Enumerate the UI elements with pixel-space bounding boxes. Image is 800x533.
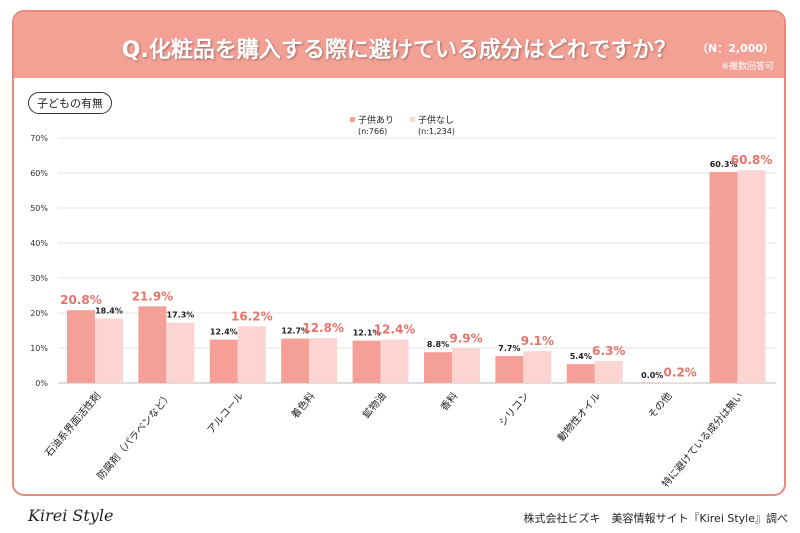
data-label: 12.1% [353,329,381,338]
legend-swatch [350,117,355,122]
data-label: 20.8% [60,293,102,307]
legend-swatch [410,117,415,122]
bar-without-children [380,339,409,383]
bar-with-children [209,339,238,383]
bar-with-children [352,340,381,383]
bar-with-children [424,352,452,383]
data-label: 9.9% [449,331,482,345]
bar-with-children [138,306,167,383]
multiple-answer-note: ※複数回答可 [721,62,774,72]
bar-without-children [95,318,123,383]
x-tick-label: 防腐剤（パラベンなど） [94,390,175,483]
data-label: 6.3% [592,344,625,358]
y-tick-label: 30% [30,274,48,283]
y-tick-label: 10% [30,344,48,353]
data-label: 12.4% [210,328,238,337]
data-label: 9.1% [521,334,554,348]
bar-without-children [523,351,552,383]
bar-without-children [666,382,695,383]
x-tick-label: その他 [645,390,674,421]
chart-title: Q.化粧品を購入する際に避けている成分はどれですか？ [121,38,677,63]
bar-with-children [709,171,738,383]
bar-with-children [67,310,95,383]
x-tick-label: 特に避けている成分は無い [659,390,746,490]
bar-without-children [309,338,338,383]
data-label: 12.8% [302,321,344,335]
bar-without-children [737,170,766,383]
y-tick-label: 20% [30,309,48,318]
bar-without-children [452,348,480,383]
bar-without-children [237,326,266,383]
bar-without-children [166,322,195,383]
y-tick-label: 0% [35,379,48,388]
data-label: 7.7% [498,344,520,353]
x-tick-label: 香料 [437,390,460,414]
bar-with-children [281,338,310,383]
sample-size: （N：2,000） [697,42,774,55]
data-label: 17.3% [167,310,195,319]
legend-sub: (n:766) [358,127,387,136]
y-tick-label: 60% [30,169,48,178]
bar-with-children [638,383,667,384]
y-tick-label: 40% [30,239,48,248]
data-label: 12.4% [374,323,416,337]
legend-label: 子供なし [418,114,454,126]
data-label: 60.3% [710,160,738,169]
kirei-style-logo: Kirei Style [28,506,114,525]
legend-label: 子供あり [358,114,394,126]
data-label: 8.8% [427,340,449,349]
data-label: 5.4% [570,352,592,361]
x-tick-label: アルコール [206,391,246,436]
x-tick-label: 石油系界面活性剤 [42,390,103,460]
chart-card: Q.化粧品を購入する際に避けている成分はどれですか？ （N：2,000） ※複数… [12,10,786,496]
legend-sub: (n:1,234) [418,127,455,136]
x-tick-label: 鉱物油 [360,390,389,421]
data-label: 16.2% [231,309,273,323]
data-label: 0.0% [641,371,663,380]
x-tick-label: 着色料 [288,390,317,421]
x-tick-label: 動物性オイル [555,390,604,444]
bar-with-children [566,364,595,383]
data-label: 18.4% [95,307,123,316]
y-tick-label: 70% [30,134,48,143]
bar-with-children [495,356,524,383]
segment-tag: 子どもの有無 [28,92,112,114]
y-tick-label: 50% [30,204,48,213]
bar-without-children [594,360,623,383]
x-tick-label: シリコン [498,391,532,429]
source-credit: 株式会社ビズキ 美容情報サイト『Kirei Style』調べ [523,512,789,525]
data-label: 21.9% [132,289,174,303]
data-label: 60.8% [731,153,773,167]
data-label: 12.7% [281,327,309,336]
data-label: 0.2% [664,365,697,379]
header-banner: Q.化粧品を購入する際に避けている成分はどれですか？ （N：2,000） ※複数… [14,12,784,78]
